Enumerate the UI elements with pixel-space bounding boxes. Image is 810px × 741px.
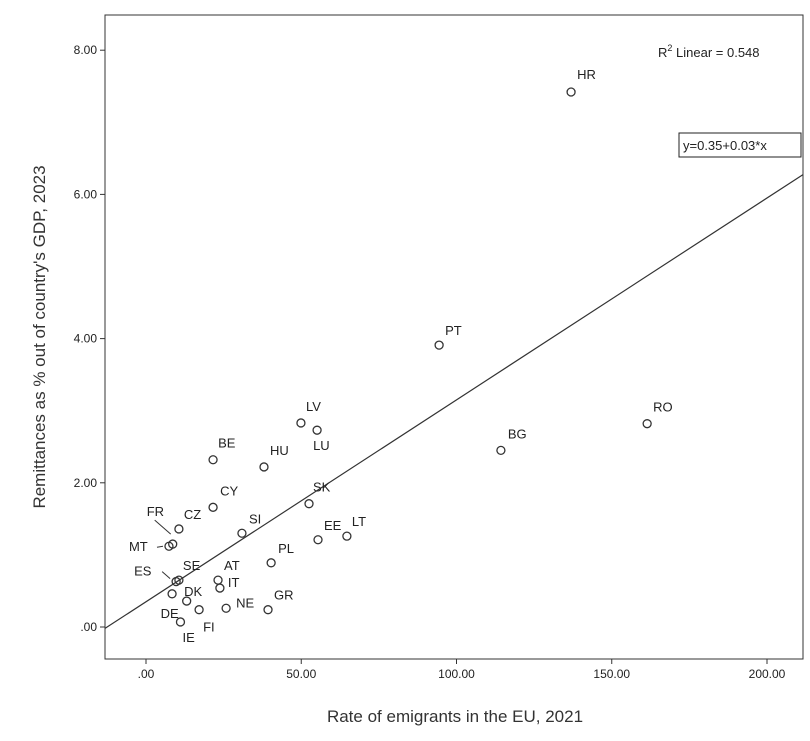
data-point-it: IT — [215, 575, 240, 593]
data-point-ee: EE — [313, 518, 342, 545]
point-marker — [496, 445, 506, 456]
point-marker — [566, 87, 576, 97]
equation-box — [678, 132, 802, 158]
plot-frame — [104, 14, 804, 660]
equation-label: y=0.35+0.03*x — [683, 138, 767, 153]
point-marker — [174, 524, 184, 534]
r2-label: R2 Linear = 0.548 — [658, 43, 760, 60]
x-tick-label: 100.00 — [438, 667, 475, 681]
point-label: BE — [218, 436, 236, 451]
point-marker — [237, 528, 247, 538]
point-marker — [342, 531, 352, 541]
data-point-de: DE — [161, 596, 192, 621]
point-label: DE — [161, 606, 179, 621]
point-label: EE — [324, 518, 342, 533]
point-label: CY — [220, 483, 238, 498]
data-point-sk: SK — [304, 480, 331, 509]
data-point-ne: NE — [221, 595, 254, 613]
point-marker — [215, 583, 225, 593]
data-point-si: SI — [237, 511, 261, 538]
point-label: DK — [184, 584, 202, 599]
x-axis-title: Rate of emigrants in the EU, 2021 — [327, 707, 583, 726]
point-marker — [296, 418, 306, 428]
point-label: RO — [653, 400, 673, 415]
data-point-dk: DK — [167, 584, 202, 599]
point-marker — [208, 502, 218, 512]
x-tick-label: .00 — [138, 667, 155, 681]
data-point-hr: HR — [566, 67, 596, 97]
point-label: SK — [313, 480, 331, 495]
point-marker — [167, 589, 177, 599]
y-tick-label: 2.00 — [74, 476, 98, 490]
point-label: FI — [203, 620, 215, 635]
point-label: IE — [182, 630, 195, 645]
point-marker — [259, 462, 269, 472]
point-marker — [175, 617, 186, 627]
point-label: IT — [228, 575, 240, 590]
point-label: CZ — [184, 507, 201, 522]
data-point-ie: IE — [175, 617, 195, 645]
label-leader — [154, 519, 172, 535]
point-label: AT — [224, 558, 240, 573]
data-point-hu: HU — [259, 443, 289, 472]
point-marker — [208, 455, 218, 465]
point-marker — [642, 419, 652, 429]
point-label: GR — [274, 588, 294, 603]
y-tick-label: 6.00 — [74, 187, 98, 201]
point-marker — [313, 535, 323, 545]
point-label: MT — [129, 539, 148, 554]
point-label: HU — [270, 443, 289, 458]
x-tick-label: 150.00 — [593, 667, 630, 681]
point-label: FR — [147, 504, 164, 519]
data-point-fr: FR — [147, 504, 178, 549]
point-label: PL — [278, 541, 294, 556]
data-point-fi: FI — [194, 605, 215, 635]
data-point-pl: PL — [266, 541, 294, 568]
y-axis-title: Remittances as % out of country's GDP, 2… — [30, 165, 49, 508]
point-label: PT — [445, 323, 462, 338]
data-point-lv: LV — [296, 399, 321, 428]
point-label: LT — [352, 514, 366, 529]
data-point-be: BE — [208, 436, 236, 465]
y-tick-label: .00 — [80, 620, 97, 634]
y-tick-label: 8.00 — [74, 43, 98, 57]
point-marker — [304, 499, 314, 509]
point-label: ES — [134, 564, 152, 579]
point-marker — [221, 603, 231, 613]
label-leader — [161, 571, 171, 579]
data-point-ro: RO — [642, 400, 673, 429]
point-marker — [174, 575, 184, 585]
point-label: BG — [508, 426, 527, 441]
point-marker — [194, 605, 204, 615]
data-point-lt: LT — [342, 514, 366, 541]
data-point-pt: PT — [434, 323, 462, 350]
point-label: SI — [249, 511, 261, 526]
point-label: NE — [236, 595, 254, 610]
point-marker — [182, 596, 192, 606]
data-point-cz: CZ — [174, 507, 201, 534]
point-label: HR — [577, 67, 596, 82]
point-marker — [266, 558, 276, 568]
point-label: LU — [313, 438, 330, 453]
data-point-gr: GR — [263, 588, 294, 615]
point-label: SE — [183, 558, 201, 573]
point-marker — [434, 340, 444, 350]
point-marker — [168, 539, 178, 549]
point-marker — [263, 605, 273, 615]
data-point-se: SE — [174, 558, 201, 585]
data-point-bg: BG — [496, 426, 527, 456]
regression-line — [104, 174, 804, 629]
point-label: LV — [306, 399, 321, 414]
x-tick-label: 50.00 — [286, 667, 316, 681]
data-point-cy: CY — [208, 483, 238, 512]
y-tick-label: 4.00 — [74, 332, 98, 346]
label-leader — [156, 545, 164, 548]
data-point-lu: LU — [312, 425, 330, 453]
point-marker — [312, 425, 322, 435]
x-tick-label: 200.00 — [749, 667, 786, 681]
